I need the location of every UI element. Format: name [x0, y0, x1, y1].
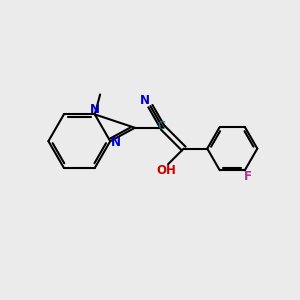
- Text: F: F: [244, 170, 252, 183]
- Text: N: N: [111, 136, 121, 149]
- Text: C: C: [158, 121, 165, 131]
- Text: OH: OH: [157, 164, 177, 177]
- Text: N: N: [90, 103, 100, 116]
- Text: N: N: [140, 94, 150, 107]
